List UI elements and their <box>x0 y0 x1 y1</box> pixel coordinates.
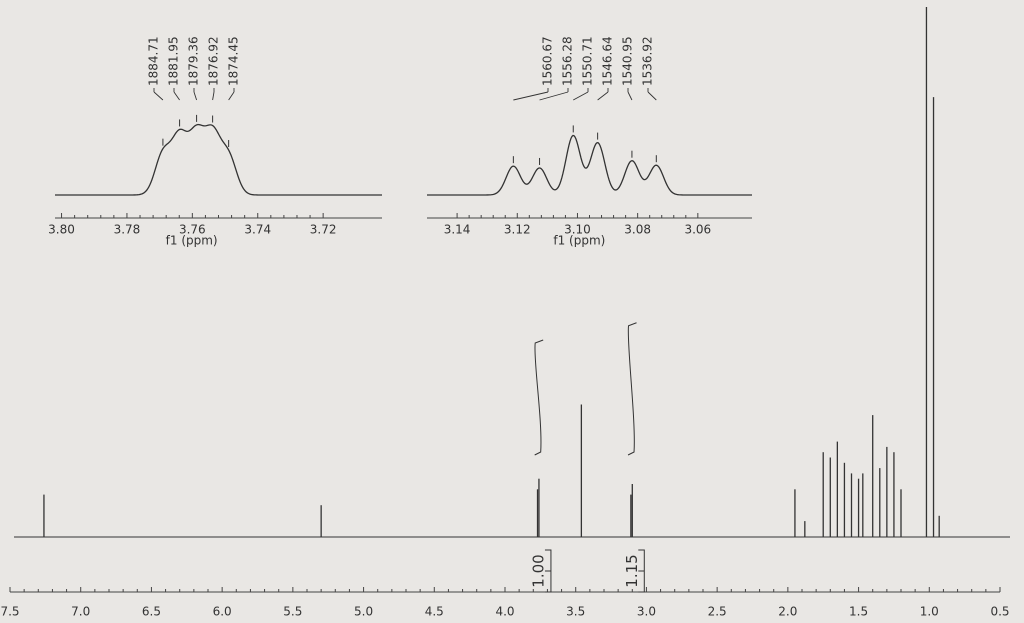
x-tick-label: 3.06 <box>684 223 711 237</box>
x-tick-label: 5.0 <box>354 605 373 619</box>
peak-hz-label: 1550.71 <box>581 36 595 86</box>
peak-hz-label: 1546.64 <box>601 36 615 86</box>
peak-hz-label: 1884.71 <box>147 36 161 86</box>
label-leader <box>173 88 180 101</box>
x-axis-title: f1 (ppm) <box>553 234 605 248</box>
x-tick-label: 3.5 <box>566 605 585 619</box>
integral-label: 1.00 <box>529 554 547 587</box>
peak-hz-label: 1881.95 <box>167 36 181 86</box>
label-leader <box>212 88 215 101</box>
integral-bracket <box>544 549 552 593</box>
x-tick-label: 3.78 <box>114 223 141 237</box>
x-tick-label: 3.12 <box>504 223 531 237</box>
x-tick-label: 3.10 <box>564 223 591 237</box>
label-leader <box>647 88 657 101</box>
peak-hz-label: 1560.67 <box>541 36 555 86</box>
integral-curve <box>534 339 544 456</box>
label-leader <box>513 88 549 101</box>
peak-hz-label: 1540.95 <box>621 36 635 86</box>
label-leader <box>539 88 569 101</box>
x-tick-label: 5.5 <box>283 605 302 619</box>
peak-hz-label: 1874.45 <box>227 36 241 86</box>
x-tick-label: 4.0 <box>495 605 514 619</box>
spectrum-curve <box>55 123 382 196</box>
x-tick-label: 2.0 <box>778 605 797 619</box>
label-leader <box>153 88 164 101</box>
x-tick-label: 7.5 <box>0 605 19 619</box>
x-tick-label: 3.80 <box>48 223 75 237</box>
x-tick-label: 1.5 <box>849 605 868 619</box>
x-axis-title: f1 (ppm) <box>166 234 218 248</box>
label-leader <box>597 88 609 101</box>
x-tick-label: 1.0 <box>920 605 939 619</box>
label-leader <box>627 88 633 101</box>
x-tick-label: 0.5 <box>990 605 1009 619</box>
peak-hz-label: 1879.36 <box>187 36 201 86</box>
integral-bracket <box>638 549 645 593</box>
integral-curve <box>627 322 637 456</box>
x-tick-label: 4.5 <box>425 605 444 619</box>
peak-hz-label: 1556.28 <box>561 36 575 86</box>
spectrum-curve <box>427 134 752 196</box>
x-tick-label: 3.0 <box>637 605 656 619</box>
x-tick-label: 3.08 <box>624 223 651 237</box>
peak-hz-label: 1536.92 <box>641 36 655 86</box>
x-tick-label: 2.5 <box>708 605 727 619</box>
integral-label: 1.15 <box>623 554 641 587</box>
label-leader <box>228 88 235 101</box>
x-tick-label: 3.76 <box>179 223 206 237</box>
peak-hz-label: 1876.92 <box>207 36 221 86</box>
x-tick-label: 3.72 <box>310 223 337 237</box>
x-tick-label: 3.14 <box>444 223 471 237</box>
label-leader <box>573 88 589 101</box>
label-leader <box>193 88 198 101</box>
x-tick-label: 3.74 <box>244 223 271 237</box>
x-tick-label: 6.0 <box>213 605 232 619</box>
x-tick-label: 7.0 <box>71 605 90 619</box>
x-tick-label: 6.5 <box>142 605 161 619</box>
